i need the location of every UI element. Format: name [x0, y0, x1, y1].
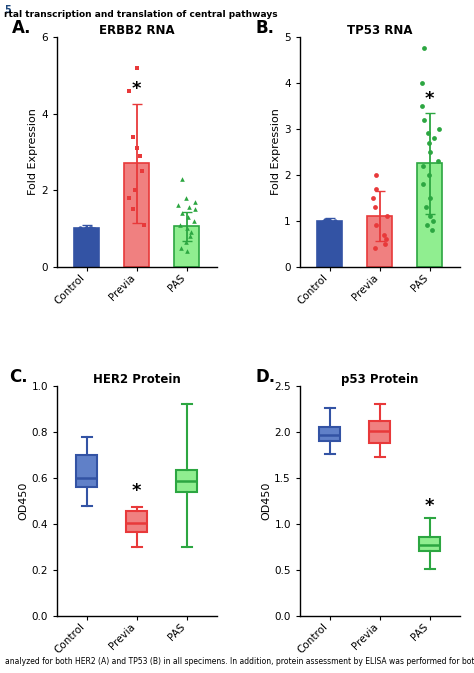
Point	[176, 219, 184, 230]
Point	[185, 202, 192, 213]
Point	[373, 183, 380, 194]
Text: *: *	[425, 90, 435, 108]
Point	[425, 170, 433, 180]
Title: ERBB2 RNA: ERBB2 RNA	[99, 24, 174, 37]
Point	[136, 150, 144, 161]
PathPatch shape	[369, 421, 390, 443]
Point	[426, 147, 434, 157]
Text: analyzed for both HER2 (A) and TP53 (B) in all specimens. In addition, protein a: analyzed for both HER2 (A) and TP53 (B) …	[5, 657, 474, 666]
Point	[419, 160, 427, 171]
Y-axis label: OD450: OD450	[18, 482, 28, 520]
Text: B.: B.	[255, 19, 274, 36]
PathPatch shape	[76, 455, 97, 487]
Text: *: *	[132, 80, 142, 98]
Point	[183, 223, 191, 234]
Point	[382, 238, 389, 249]
Text: A.: A.	[12, 19, 32, 36]
Point	[182, 236, 190, 247]
Point	[373, 170, 380, 180]
Point	[184, 211, 191, 222]
Text: rtal transcription and translation of central pathways: rtal transcription and translation of ce…	[4, 10, 277, 20]
Point	[383, 211, 391, 221]
Bar	[174, 227, 199, 267]
Point	[420, 43, 428, 54]
Point	[88, 223, 95, 234]
Point	[369, 192, 377, 203]
Bar	[417, 164, 442, 267]
Point	[140, 219, 148, 230]
Point	[428, 225, 436, 236]
Point	[129, 131, 137, 142]
Text: D.: D.	[255, 367, 275, 386]
Point	[383, 234, 390, 244]
Text: 5: 5	[4, 5, 10, 15]
Point	[372, 202, 379, 213]
Point	[131, 185, 138, 196]
Point	[84, 223, 91, 234]
Bar	[318, 221, 342, 267]
Point	[186, 231, 193, 242]
Point	[371, 243, 378, 254]
Bar	[124, 164, 149, 267]
Point	[427, 211, 434, 221]
Point	[138, 166, 146, 176]
Point	[174, 200, 182, 211]
Point	[183, 246, 191, 257]
Point	[419, 178, 427, 189]
Point	[191, 215, 198, 226]
Point	[434, 155, 442, 166]
PathPatch shape	[419, 537, 440, 551]
Y-axis label: Fold Expression: Fold Expression	[28, 108, 38, 195]
PathPatch shape	[127, 511, 147, 532]
Point	[431, 133, 438, 143]
Point	[188, 227, 195, 238]
Point	[129, 204, 137, 215]
Point	[178, 173, 185, 184]
Text: C.: C.	[9, 367, 27, 386]
Point	[182, 192, 190, 203]
Point	[427, 192, 434, 203]
Point	[422, 202, 430, 213]
Point	[133, 143, 141, 153]
PathPatch shape	[319, 427, 340, 441]
Bar	[74, 228, 100, 267]
Text: *: *	[425, 497, 435, 515]
Point	[82, 223, 90, 234]
Point	[424, 128, 431, 139]
Y-axis label: Fold Expression: Fold Expression	[272, 108, 282, 195]
Point	[125, 192, 133, 203]
Point	[91, 224, 98, 235]
Point	[331, 215, 339, 226]
Point	[435, 124, 443, 135]
Title: HER2 Protein: HER2 Protein	[93, 373, 181, 386]
Point	[420, 114, 428, 125]
Point	[380, 229, 388, 240]
Point	[418, 100, 425, 111]
Point	[327, 215, 334, 226]
Title: TP53 RNA: TP53 RNA	[347, 24, 412, 37]
Point	[319, 216, 327, 227]
Y-axis label: OD450: OD450	[262, 482, 272, 520]
Point	[426, 137, 433, 148]
Point	[323, 217, 330, 227]
Point	[424, 220, 431, 231]
Point	[191, 197, 198, 207]
Point	[321, 215, 329, 225]
Point	[133, 63, 141, 73]
Point	[87, 222, 94, 233]
Point	[178, 242, 185, 253]
Point	[191, 204, 199, 215]
Point	[429, 215, 437, 226]
Title: p53 Protein: p53 Protein	[341, 373, 419, 386]
Point	[372, 220, 379, 231]
Bar	[367, 216, 392, 267]
Point	[125, 85, 133, 96]
PathPatch shape	[176, 470, 197, 492]
Point	[324, 215, 332, 225]
Point	[418, 77, 426, 88]
Point	[76, 223, 84, 234]
Point	[178, 208, 186, 219]
Text: *: *	[132, 482, 142, 500]
